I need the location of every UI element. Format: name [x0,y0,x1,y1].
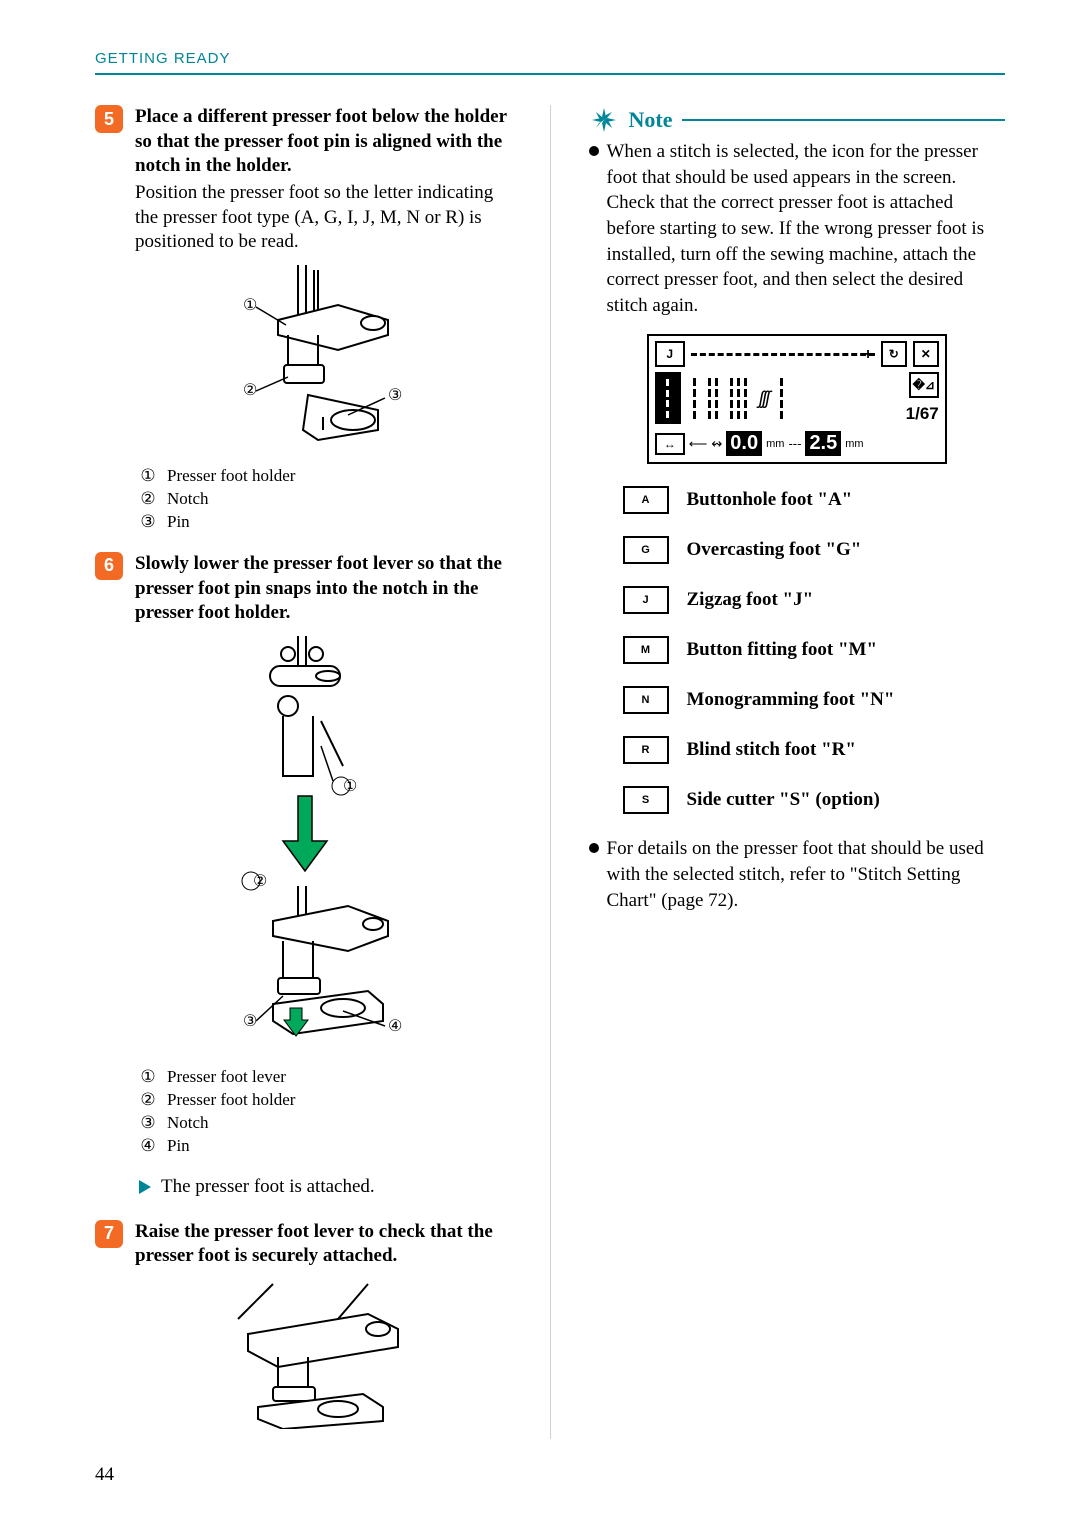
note-heading: Note [589,105,1006,135]
step-7: 7 Raise the presser foot lever to check … [95,1220,512,1269]
step-6-result: The presser foot is attached. [139,1176,512,1198]
right-column: Note When a stitch is selected, the icon… [589,105,1006,1439]
foot-icon-j: J [623,586,669,614]
foot-icon-m: M [623,636,669,664]
step-5-title: Place a different presser foot below the… [135,105,512,179]
note-title: Note [629,107,673,133]
step-5-legend: ①Presser foot holder ②Notch ③Pin [139,465,512,534]
bullet-icon [589,843,599,853]
left-column: 5 Place a different presser foot below t… [95,105,512,1439]
lcd-width-icon: ↔ [655,433,685,455]
presser-foot-list: A Buttonhole foot "A" G Overcasting foot… [623,486,1006,814]
foot-icon-s: S [623,786,669,814]
step-6-badge: 6 [95,552,123,580]
result-arrow-icon [139,1180,151,1194]
foot-row-j: J Zigzag foot "J" [623,586,1006,614]
callout-3: ③ [388,387,402,404]
step-7-badge: 7 [95,1220,123,1248]
note-star-icon [589,105,619,135]
foot-row-n: N Monogramming foot "N" [623,686,1006,714]
lcd-pattern-row: ʃʃʃ [687,372,900,424]
lcd-foot-icon: J [655,341,685,367]
lcd-mirror-icon: �⊿ [909,372,939,398]
footnote: For details on the presser foot that sho… [589,836,1006,913]
two-column-layout: 5 Place a different presser foot below t… [95,105,1005,1439]
column-divider [550,105,551,1439]
step-5-badge: 5 [95,105,123,133]
step-7-figure [95,1279,512,1429]
note-body: When a stitch is selected, the icon for … [589,139,1006,318]
step-6: 6 Slowly lower the presser foot lever so… [95,552,512,626]
foot-row-m: M Button fitting foot "M" [623,636,1006,664]
step-7-title: Raise the presser foot lever to check th… [135,1220,512,1269]
callout-2: ② [243,382,257,399]
callout-1: ① [243,297,257,314]
step-6-title: Slowly lower the presser foot lever so t… [135,552,512,626]
lcd-selected-stitch [655,372,681,424]
header-rule [95,73,1005,75]
page-number: 44 [95,1464,114,1486]
step-5-text: Position the presser foot so the letter … [135,181,512,255]
step-6-figure: ① ② ③ ④ [95,636,512,1056]
foot-row-g: G Overcasting foot "G" [623,536,1006,564]
step-5-figure: ① ② ③ [95,265,512,455]
callout-4b: ④ [388,1018,402,1035]
lcd-display: J + ↻ ✕ ʃʃʃ �⊿ 1/67 ↔ [647,334,947,464]
foot-row-r: R Blind stitch foot "R" [623,736,1006,764]
lcd-length-value: 2.5 [805,431,841,456]
foot-icon-a: A [623,486,669,514]
foot-icon-g: G [623,536,669,564]
lcd-width-value: 0.0 [726,431,762,456]
lcd-rotate-icon: ↻ [881,341,907,367]
lcd-page-frac: 1/67 [906,404,939,424]
lcd-close-icon: ✕ [913,341,939,367]
section-header: GETTING READY [95,50,1005,67]
callout-3b: ③ [243,1013,257,1030]
bullet-icon [589,146,599,156]
foot-row-s: S Side cutter "S" (option) [623,786,1006,814]
step-5: 5 Place a different presser foot below t… [95,105,512,255]
foot-icon-r: R [623,736,669,764]
step-6-legend: ①Presser foot lever ②Presser foot holder… [139,1066,512,1158]
foot-row-a: A Buttonhole foot "A" [623,486,1006,514]
foot-icon-n: N [623,686,669,714]
